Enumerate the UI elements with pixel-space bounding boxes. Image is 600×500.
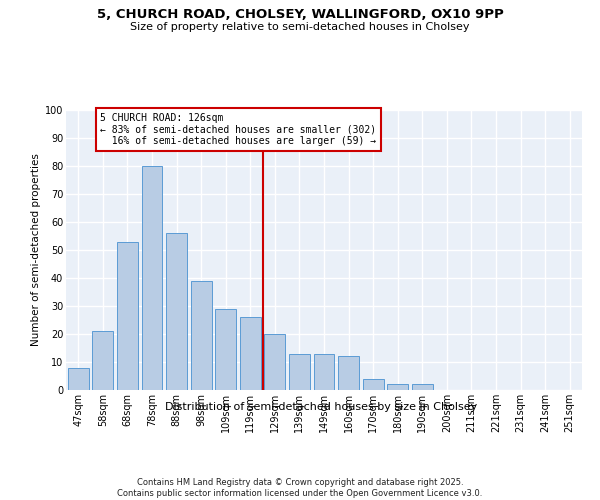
Bar bbox=[314, 354, 334, 390]
Bar bbox=[338, 356, 359, 390]
Text: Size of property relative to semi-detached houses in Cholsey: Size of property relative to semi-detach… bbox=[130, 22, 470, 32]
Bar bbox=[117, 242, 138, 390]
Bar bbox=[68, 368, 89, 390]
Bar bbox=[92, 331, 113, 390]
Bar bbox=[265, 334, 286, 390]
Bar bbox=[289, 354, 310, 390]
Bar bbox=[362, 379, 383, 390]
Bar bbox=[191, 281, 212, 390]
Text: 5, CHURCH ROAD, CHOLSEY, WALLINGFORD, OX10 9PP: 5, CHURCH ROAD, CHOLSEY, WALLINGFORD, OX… bbox=[97, 8, 503, 20]
Bar bbox=[166, 233, 187, 390]
Bar bbox=[387, 384, 408, 390]
Y-axis label: Number of semi-detached properties: Number of semi-detached properties bbox=[31, 154, 41, 346]
Bar bbox=[240, 317, 261, 390]
Bar bbox=[412, 384, 433, 390]
Text: 5 CHURCH ROAD: 126sqm
← 83% of semi-detached houses are smaller (302)
  16% of s: 5 CHURCH ROAD: 126sqm ← 83% of semi-deta… bbox=[100, 113, 377, 146]
Bar bbox=[215, 309, 236, 390]
Text: Contains HM Land Registry data © Crown copyright and database right 2025.
Contai: Contains HM Land Registry data © Crown c… bbox=[118, 478, 482, 498]
Bar bbox=[142, 166, 163, 390]
Text: Distribution of semi-detached houses by size in Cholsey: Distribution of semi-detached houses by … bbox=[165, 402, 477, 412]
